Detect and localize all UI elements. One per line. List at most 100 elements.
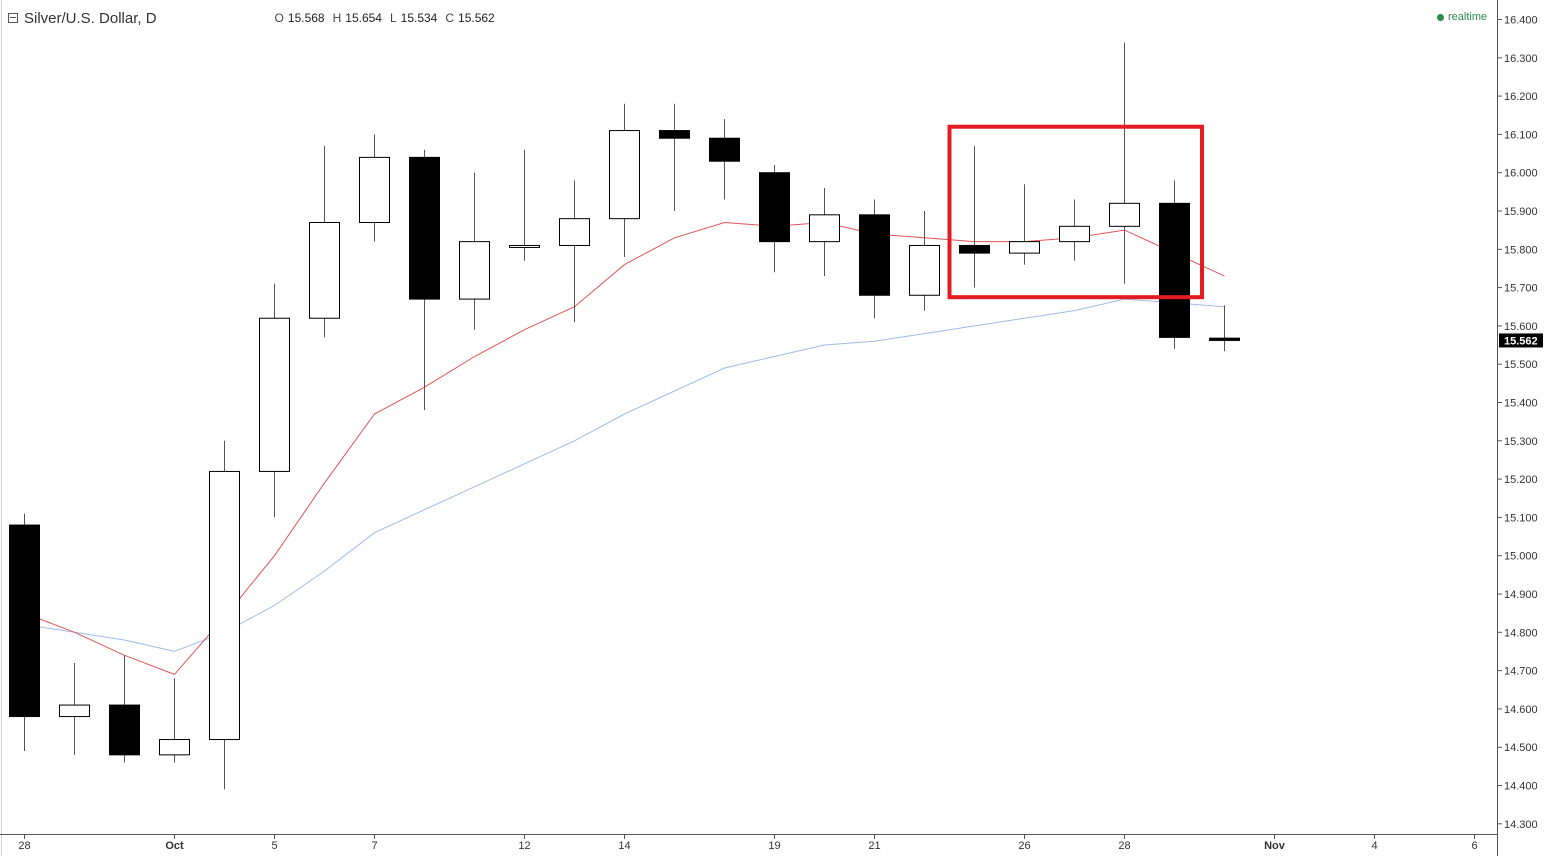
candle[interactable] bbox=[609, 103, 640, 257]
candle-body-up bbox=[1109, 202, 1140, 227]
candle-body-up bbox=[59, 704, 90, 718]
candle[interactable] bbox=[709, 119, 740, 200]
y-tick-label: 15.900 bbox=[1504, 206, 1538, 218]
y-tick-label: 15.000 bbox=[1504, 551, 1538, 563]
time-axis-ticks[interactable]: 28 Oct 5 7 12 14 19 21 26 28 Nov 4 6 bbox=[18, 834, 1478, 852]
y-tick-label: 15.100 bbox=[1504, 512, 1538, 524]
x-tick-label: Nov bbox=[1264, 840, 1286, 852]
candle[interactable] bbox=[1209, 305, 1240, 352]
candle[interactable] bbox=[1009, 184, 1040, 265]
y-tick-label: 15.600 bbox=[1504, 321, 1538, 333]
candle[interactable] bbox=[509, 149, 540, 261]
candle[interactable] bbox=[159, 678, 190, 763]
candle-body-down bbox=[709, 137, 740, 162]
candle-body-up bbox=[509, 244, 540, 248]
last-price-label: 15.562 bbox=[1504, 335, 1538, 347]
candle[interactable] bbox=[409, 149, 440, 411]
y-tick-label: 16.400 bbox=[1504, 15, 1538, 27]
candle[interactable] bbox=[459, 172, 490, 330]
candle-body-down bbox=[109, 704, 140, 756]
y-tick-label: 16.000 bbox=[1504, 168, 1538, 180]
low-value: 15.534 bbox=[400, 11, 438, 25]
symbol-title[interactable]: Silver/U.S. Dollar, D bbox=[24, 9, 157, 27]
candle-body-up bbox=[809, 214, 840, 243]
x-tick-label: 6 bbox=[1471, 840, 1477, 852]
candle[interactable] bbox=[659, 103, 690, 211]
candle[interactable] bbox=[759, 165, 790, 273]
candle[interactable] bbox=[109, 655, 140, 763]
x-tick-label: 21 bbox=[868, 840, 880, 852]
open-value: 15.568 bbox=[287, 11, 325, 25]
moving-average-fast-line bbox=[24, 221, 1225, 675]
low-label: L bbox=[389, 11, 397, 25]
collapse-icon[interactable] bbox=[8, 13, 18, 23]
y-tick-label: 15.300 bbox=[1504, 436, 1538, 448]
candle[interactable] bbox=[59, 662, 90, 755]
candle-body-up bbox=[359, 156, 390, 223]
x-tick-label: 19 bbox=[768, 840, 780, 852]
candle[interactable] bbox=[209, 440, 240, 790]
y-tick-label: 14.400 bbox=[1504, 781, 1538, 793]
candle-body-down bbox=[959, 244, 990, 254]
y-tick-label: 14.900 bbox=[1504, 589, 1538, 601]
candle[interactable] bbox=[559, 180, 590, 323]
candle-body-up bbox=[259, 317, 290, 472]
close-value: 15.562 bbox=[458, 11, 495, 25]
candle[interactable] bbox=[1059, 199, 1090, 261]
y-tick-label: 15.700 bbox=[1504, 283, 1538, 295]
close-label: C bbox=[445, 11, 455, 25]
last-price-group: 15.562 bbox=[1499, 333, 1543, 348]
moving-average-slow-line bbox=[24, 298, 1225, 652]
candle-body-up bbox=[1009, 241, 1040, 254]
candle-body-down bbox=[1159, 202, 1190, 338]
candle[interactable] bbox=[809, 188, 840, 277]
y-tick-label: 16.300 bbox=[1504, 53, 1538, 65]
candle[interactable] bbox=[1159, 180, 1190, 349]
realtime-dot-icon bbox=[1437, 13, 1444, 21]
candle-body-up bbox=[1059, 225, 1090, 243]
realtime-indicator: realtime bbox=[1437, 11, 1487, 23]
x-tick-label: 7 bbox=[371, 840, 377, 852]
y-tick-label: 15.500 bbox=[1504, 359, 1538, 371]
x-tick-label: 26 bbox=[1018, 840, 1030, 852]
y-tick-label: 14.500 bbox=[1504, 742, 1538, 754]
highlight-box-group bbox=[947, 124, 1204, 300]
candle[interactable] bbox=[959, 145, 990, 288]
candle[interactable] bbox=[259, 283, 290, 518]
x-tick-label: Oct bbox=[165, 840, 184, 852]
ohlc-readout: O 15.568 H 15.654 L 15.534 C 15.562 bbox=[275, 11, 499, 25]
moving-average-slow bbox=[24, 298, 1225, 652]
candle-body-up bbox=[909, 244, 940, 296]
y-tick-label: 14.700 bbox=[1504, 666, 1538, 678]
axes-frame bbox=[0, 0, 1498, 856]
x-tick-label: 28 bbox=[1118, 840, 1130, 852]
high-value: 15.654 bbox=[345, 11, 382, 25]
candle[interactable] bbox=[1109, 42, 1140, 284]
x-tick-label: 28 bbox=[18, 840, 30, 852]
candle-body-up bbox=[209, 470, 240, 741]
candle-body-down bbox=[859, 214, 890, 296]
chart-header: Silver/U.S. Dollar, D O 15.568 H 15.654 … bbox=[8, 8, 499, 28]
y-tick-label: 16.200 bbox=[1504, 91, 1538, 103]
candle[interactable] bbox=[909, 211, 940, 311]
price-axis-ticks[interactable]: 16.400 16.300 16.200 16.100 16.000 15.900 15.8… bbox=[1497, 15, 1538, 831]
candle-body-up bbox=[159, 739, 190, 756]
y-tick-label: 15.400 bbox=[1504, 398, 1538, 410]
x-tick-label: 12 bbox=[518, 840, 530, 852]
y-tick-label: 14.600 bbox=[1504, 704, 1538, 716]
x-tick-label: 14 bbox=[618, 840, 630, 852]
x-tick-label: 4 bbox=[1371, 840, 1377, 852]
candles bbox=[9, 42, 1240, 790]
candle-body-up bbox=[309, 221, 340, 319]
last-price-tag bbox=[1499, 333, 1543, 348]
candle[interactable] bbox=[359, 134, 390, 242]
y-tick-label: 14.300 bbox=[1504, 819, 1538, 831]
candle-body-down bbox=[409, 156, 440, 300]
y-tick-label: 15.200 bbox=[1504, 474, 1538, 486]
realtime-label: realtime bbox=[1448, 11, 1488, 23]
candle[interactable] bbox=[309, 145, 340, 338]
candle[interactable] bbox=[859, 199, 890, 319]
candle[interactable] bbox=[9, 513, 40, 752]
y-tick-label: 14.800 bbox=[1504, 627, 1538, 639]
